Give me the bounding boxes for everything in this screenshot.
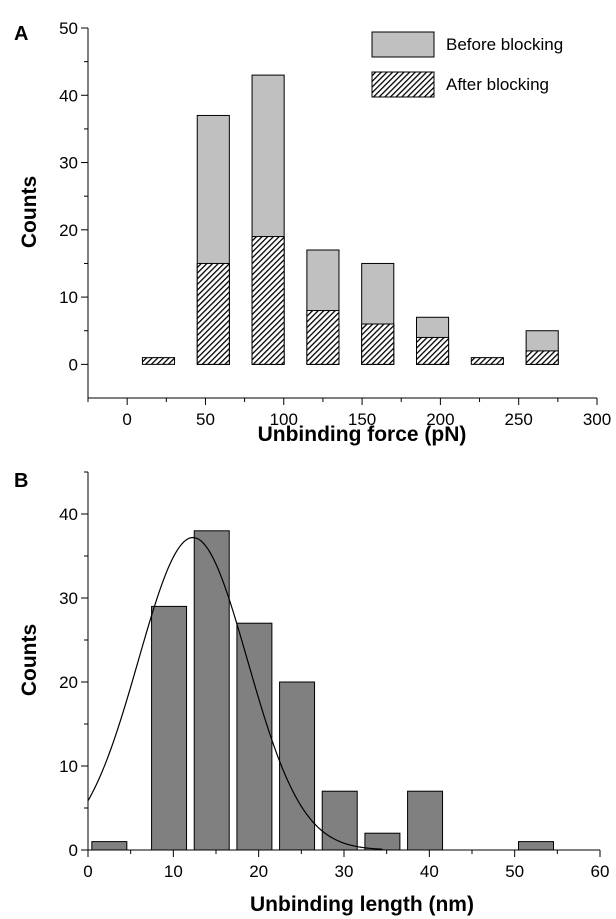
y-tick-label: 0 [69, 841, 78, 860]
x-tick-label: 40 [420, 862, 439, 881]
bar-after-blocking [470, 357, 504, 365]
y-tick-label: 20 [59, 673, 78, 692]
x-tick-label: 100 [270, 410, 298, 429]
panel-a-legend: Before blocking After blocking [371, 31, 563, 98]
x-tick-label: 20 [249, 862, 268, 881]
panel-b-y-axis-title: Counts [18, 624, 41, 696]
y-tick-label: 40 [59, 505, 78, 524]
legend-swatch [371, 71, 435, 98]
legend-label: After blocking [446, 75, 549, 94]
bar-after-blocking [306, 310, 340, 365]
bar-after-blocking [525, 350, 559, 365]
panel-b-bars [91, 530, 554, 851]
legend-label: Before blocking [446, 35, 563, 54]
panel-a-x-ticks: 0 50 100 150 200 250 300 [87, 398, 611, 429]
y-tick-label: 30 [59, 154, 78, 173]
histogram-bar [279, 681, 316, 851]
x-tick-label: 250 [505, 410, 533, 429]
y-tick-label: 50 [59, 19, 78, 38]
y-tick-label: 10 [59, 757, 78, 776]
x-tick-label: 0 [83, 862, 92, 881]
panel-a-x-axis-title: Unbinding force (pN) [258, 423, 467, 446]
panel-a-label: A [14, 23, 28, 45]
histogram-bar [364, 832, 401, 851]
histogram-bar [236, 622, 273, 851]
y-tick-label: 40 [59, 86, 78, 105]
histogram-bar [151, 605, 188, 851]
panel-a-y-axis-title: Counts [18, 176, 41, 248]
x-tick-label: 60 [591, 862, 610, 881]
histogram-bar [91, 841, 128, 851]
x-tick-label: 200 [426, 410, 454, 429]
x-tick-label: 30 [335, 862, 354, 881]
histogram-bar [321, 790, 358, 851]
bar-after-blocking [251, 236, 285, 365]
panel-a-y-ticks: 0 10 20 30 40 50 [59, 19, 88, 374]
histogram-bar [518, 841, 554, 851]
bar-after-blocking [361, 323, 395, 365]
y-tick-label: 20 [59, 221, 78, 240]
x-tick-label: 150 [348, 410, 376, 429]
panel-b-y-ticks: 0 10 20 30 40 [59, 471, 88, 860]
bar-after-blocking [416, 336, 450, 365]
panel-b-x-axis-title: Unbinding length (nm) [250, 893, 474, 916]
bar-after-blocking [141, 357, 176, 365]
panel-b-x-ticks: 0 10 20 30 40 50 60 [83, 850, 609, 881]
bar-after-blocking [196, 262, 230, 365]
x-tick-label: 300 [583, 410, 611, 429]
x-tick-label: 0 [122, 410, 131, 429]
x-tick-label: 50 [505, 862, 524, 881]
y-tick-label: 30 [59, 589, 78, 608]
x-tick-label: 10 [164, 862, 183, 881]
x-tick-label: 50 [196, 410, 215, 429]
histogram-bar [193, 530, 230, 851]
panel-b-label: B [14, 470, 28, 492]
panel-b: B 0 10 20 30 40 0 10 20 30 40 50 60 Counts Unbindi… [14, 470, 609, 916]
legend-swatch [371, 31, 435, 58]
panel-b-fit-curve [87, 536, 383, 850]
histogram-bar [407, 790, 444, 851]
panel-a-bars [141, 74, 559, 365]
y-tick-label: 10 [59, 288, 78, 307]
y-tick-label: 0 [69, 355, 78, 374]
